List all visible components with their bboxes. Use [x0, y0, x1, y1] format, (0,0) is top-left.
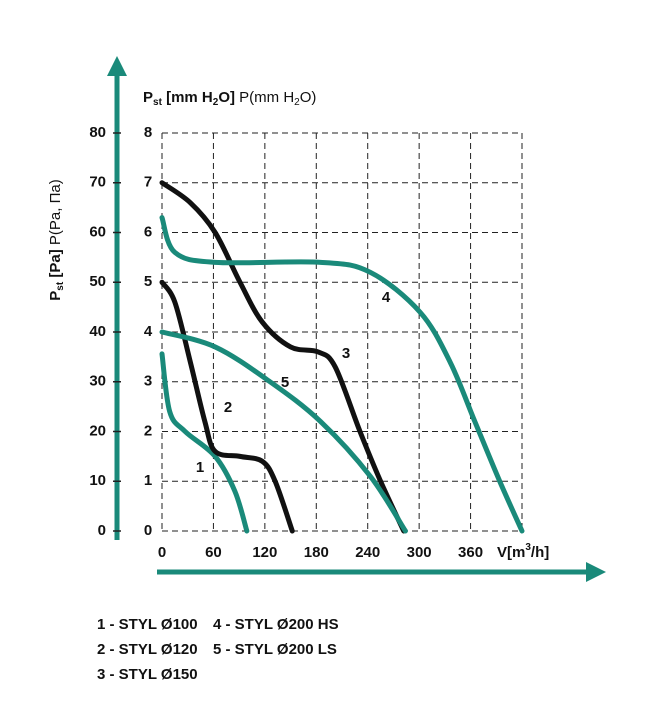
- curve: [159, 329, 408, 534]
- x-tick-label: 0: [158, 544, 166, 561]
- legend-entry: 5 - STYL Ø200 LS: [213, 641, 337, 658]
- x-tick-label: 180: [304, 544, 329, 561]
- x-tick-label: 300: [407, 544, 432, 561]
- x-tick-label: 60: [205, 544, 222, 561]
- legend-entry: 1 - STYL Ø100: [97, 616, 198, 633]
- x-tick-label: 360: [458, 544, 483, 561]
- curve-label: 4: [382, 289, 391, 306]
- curve: [159, 215, 525, 534]
- y2-axis-title: Pst [mm H2O] P(mm H2O): [143, 89, 316, 108]
- y2-tick-label: 7: [144, 174, 152, 191]
- y2-tick-label: 6: [144, 223, 152, 240]
- y-tick-label: 0: [98, 522, 106, 539]
- curve-label: 5: [281, 374, 289, 391]
- y2-tick-label: 2: [144, 422, 152, 439]
- y-tick-label: 50: [89, 273, 106, 290]
- curve-label: 1: [196, 459, 204, 476]
- legend-entry: 2 - STYL Ø120: [97, 641, 198, 658]
- curve-label: 2: [224, 399, 232, 416]
- y-tick-label: 80: [89, 124, 106, 141]
- y-tick-label: 30: [89, 373, 106, 390]
- y2-tick-label: 5: [144, 273, 152, 290]
- y2-tick-label: 3: [144, 373, 152, 390]
- y-axis-title: Pst [Pa] P(Pa, Па): [47, 179, 66, 300]
- curve: [159, 351, 250, 534]
- legend-entry: 3 - STYL Ø150: [97, 666, 198, 683]
- x-axis-title: V[m3/h]: [497, 542, 549, 561]
- y-tick-label: 20: [89, 422, 106, 439]
- curve-label: 3: [342, 345, 350, 362]
- legend-entry: 4 - STYL Ø200 HS: [213, 616, 339, 633]
- y2-tick-label: 4: [144, 323, 153, 340]
- y2-tick-label: 8: [144, 124, 152, 141]
- y-tick-label: 60: [89, 223, 106, 240]
- y2-tick-label: 1: [144, 472, 152, 489]
- curve: [159, 180, 407, 534]
- x-tick-label: 120: [252, 544, 277, 561]
- y-tick-label: 40: [89, 323, 106, 340]
- y-tick-label: 10: [89, 472, 106, 489]
- curve: [159, 279, 295, 534]
- x-tick-label: 240: [355, 544, 380, 561]
- y-tick-label: 70: [89, 174, 106, 191]
- y2-tick-label: 0: [144, 522, 152, 539]
